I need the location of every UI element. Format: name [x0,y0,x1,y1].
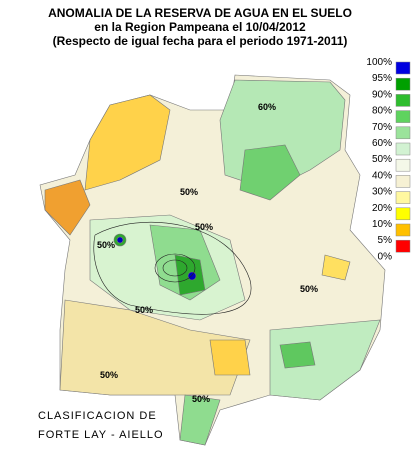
legend-label: 95% [372,73,392,84]
legend-swatch [395,223,411,237]
legend: 100% 95% 90% 80% 70% 60% 50% 40% 30% 20% 10% 5% 0% [366,57,411,262]
contour-label: 60% [258,102,276,112]
legend-label: 20% [372,203,392,214]
contour-label: 50% [135,305,153,315]
credit: FORTE LAY - AIELLO [38,429,164,441]
contour [154,253,196,283]
north-green-dark [239,144,301,201]
legend-label: 0% [378,251,393,262]
contour-label: 50% [192,394,210,404]
legend-label: 80% [372,106,392,117]
title: ANOMALIA DE LA RESERVA DE AGUA EN EL SUE… [48,6,352,20]
contour-label: 50% [97,240,115,250]
contour-labels: 60% 50% 50% 50% 50% 50% 50% 50% [97,102,318,404]
subtitle: en la Region Pampeana el 10/04/2012 [94,20,306,34]
contour [93,221,252,315]
south-green [179,394,221,446]
legend-swatch [395,126,411,140]
map [39,74,386,446]
southeast-green-dark [279,341,316,369]
legend-swatch [395,94,411,107]
west-orange [44,179,91,236]
legend-label: 5% [378,235,393,246]
legend-swatch [395,110,411,123]
south-beige [59,299,251,396]
legend-label: 30% [372,187,392,198]
legend-swatch [395,77,411,91]
legend-label: 70% [372,122,392,133]
legend-swatch [395,239,411,253]
legend-swatch [395,207,411,221]
legend-label: 10% [372,219,392,230]
west-blue [116,236,124,244]
west-yellow [84,94,171,191]
legend-label: 90% [372,89,392,100]
contour-label: 50% [195,222,213,232]
credit: CLASIFICACION DE [38,410,157,422]
contour-label: 50% [100,370,118,380]
legend-label: 40% [372,170,392,181]
contour-label: 50% [300,284,318,294]
legend-label: 60% [372,138,392,149]
east-yellow [321,254,351,281]
legend-swatch [395,191,411,204]
contour [162,259,188,277]
contour-label: 50% [180,187,198,197]
center-blue [187,271,197,281]
note: (Respecto de igual fecha para el periodo… [53,34,348,48]
south-yellow [209,339,251,376]
legend-swatch [395,175,411,188]
legend-swatch [395,142,411,156]
southeast-green [269,319,381,401]
legend-label: 50% [372,154,392,165]
legend-label: 100% [366,57,392,68]
legend-swatch [395,158,411,172]
legend-swatch [395,61,411,75]
